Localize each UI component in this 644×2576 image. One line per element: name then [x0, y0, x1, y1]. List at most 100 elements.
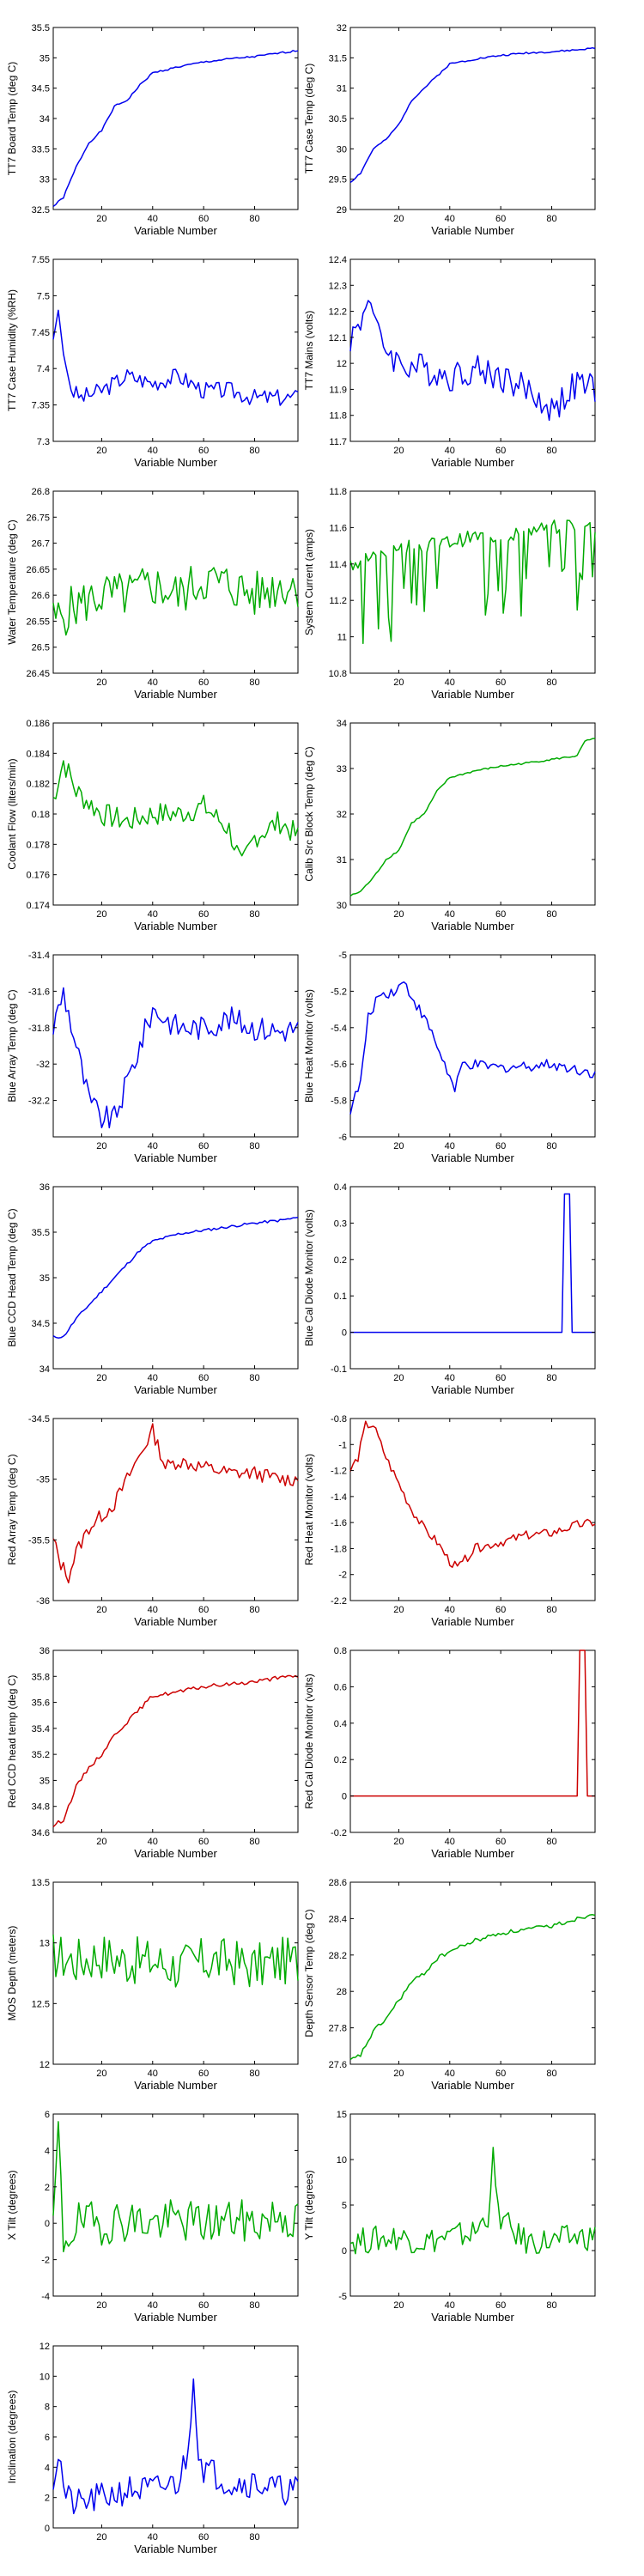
x-tick-label: 60	[198, 677, 209, 688]
y-tick-label: 10.8	[329, 669, 347, 679]
y-axis-label: Depth Sensor Temp (deg C)	[303, 1909, 315, 2037]
y-tick-label: -2	[41, 2256, 50, 2266]
chart-panel: 20 40 60 80 -6 -5.8 -5.6 -5.4 -5.2 -5 Variable Num…	[303, 951, 596, 1164]
x-tick-label: 20	[393, 1141, 404, 1151]
y-axis-label: Blue Cal Diode Monitor (volts)	[303, 1209, 315, 1346]
x-axis-label: Variable Number	[134, 2079, 217, 2092]
y-tick-label: -5	[338, 2292, 347, 2302]
x-tick-label: 20	[96, 2532, 106, 2543]
y-tick-label: 28.2	[329, 1951, 347, 1961]
y-tick-label: -32	[36, 1060, 50, 1070]
y-tick-label: 34	[337, 719, 347, 729]
x-axis-label: Variable Number	[134, 1151, 217, 1164]
y-tick-label: 35.2	[32, 1750, 50, 1760]
x-tick-label: 80	[249, 2069, 259, 2079]
y-tick-label: -5.4	[331, 1024, 347, 1034]
y-tick-label: 26.7	[32, 539, 50, 550]
y-axis-label: Red Heat Monitor (volts)	[303, 1454, 315, 1565]
series-line	[52, 309, 299, 406]
x-tick-label: 40	[148, 214, 158, 224]
x-tick-label: 80	[249, 2300, 259, 2311]
x-tick-label: 20	[96, 1141, 106, 1151]
y-tick-label: 7.45	[32, 328, 50, 338]
plot-frame	[52, 2345, 299, 2529]
series-line	[349, 46, 596, 184]
y-axis-label: MOS Depth (meters)	[6, 1926, 18, 2021]
y-tick-label: 10	[39, 2372, 50, 2382]
y-tick-label: 33	[39, 175, 50, 185]
chart-panel: 20 40 60 80 0 2 4 6 8 10 12 Variable Number Inclinat…	[6, 2342, 299, 2555]
y-tick-label: 10	[337, 2155, 347, 2166]
x-axis-label: Variable Number	[431, 688, 514, 701]
y-tick-label: 32	[337, 23, 347, 33]
y-tick-label: 35.5	[32, 23, 50, 33]
y-tick-label: 34.8	[32, 1802, 50, 1813]
y-tick-label: 28.6	[329, 1878, 347, 1888]
chart-panel: 20 40 60 80 7.3 7.35 7.4 7.45 7.5 7.55 Variable Nu…	[6, 255, 299, 469]
x-tick-label: 20	[393, 1837, 404, 1847]
y-axis-label: Coolant Flow (liters/min)	[6, 758, 18, 869]
x-tick-label: 20	[393, 2069, 404, 2079]
y-tick-label: -34.5	[28, 1414, 50, 1425]
x-axis-label: Variable Number	[431, 1383, 514, 1396]
x-axis-label: Variable Number	[134, 1615, 217, 1628]
y-tick-label: 11.6	[329, 523, 347, 533]
x-tick-label: 60	[495, 909, 506, 920]
y-tick-label: -1.4	[331, 1492, 347, 1503]
y-tick-label: 11.7	[329, 437, 347, 447]
chart-panel: 20 40 60 80 -5 0 5 10 15 Variable Number Y Tilt (d…	[303, 2110, 596, 2324]
x-tick-label: 20	[96, 909, 106, 920]
x-tick-label: 60	[198, 1141, 209, 1151]
y-axis-label: System Current (amps)	[303, 529, 315, 635]
series-line	[52, 1674, 299, 1828]
y-tick-label: 7.4	[37, 364, 50, 374]
x-tick-label: 20	[96, 2069, 106, 2079]
y-tick-label: 0.2	[334, 1255, 347, 1266]
x-tick-label: 40	[148, 677, 158, 688]
y-tick-label: 0	[45, 2219, 50, 2229]
y-tick-label: -5.8	[331, 1097, 347, 1107]
x-axis-label: Variable Number	[431, 1847, 514, 1860]
y-tick-label: 0.8	[334, 1646, 347, 1656]
y-axis-label: Blue Heat Monitor (volts)	[303, 989, 315, 1103]
plot-frame	[52, 258, 299, 442]
y-tick-label: 34	[39, 1364, 50, 1375]
chart-panel: 20 40 60 80 -4 -2 0 2 4 6 Variable Number X Tilt (d…	[6, 2110, 299, 2324]
chart-panel: 20 40 60 80 -0.2 0 0.2 0.4 0.6 0.8 Variable Number…	[303, 1646, 596, 1860]
y-tick-label: 35	[39, 1273, 50, 1284]
y-tick-label: -32.2	[28, 1097, 50, 1107]
x-axis-label: Variable Number	[134, 224, 217, 237]
chart-panel: 20 40 60 80 30 31 32 33 34 Variable Number Calib S…	[303, 719, 596, 933]
y-tick-label: 29	[337, 205, 347, 216]
x-tick-label: 20	[96, 1605, 106, 1615]
series-line	[349, 2147, 596, 2255]
x-tick-label: 40	[148, 1605, 158, 1615]
y-tick-label: 26.75	[26, 513, 50, 523]
x-tick-label: 40	[445, 214, 455, 224]
series-line	[52, 987, 299, 1129]
y-tick-label: 32.5	[32, 205, 50, 216]
x-tick-label: 40	[445, 909, 455, 920]
y-tick-label: 30	[337, 144, 347, 155]
y-tick-label: 7.3	[37, 437, 50, 447]
y-tick-label: 34.6	[32, 1828, 50, 1838]
y-tick-label: 12	[39, 2060, 50, 2070]
y-tick-label: 30.5	[329, 114, 347, 125]
x-axis-label: Variable Number	[431, 2311, 514, 2324]
x-tick-label: 40	[445, 446, 455, 456]
plot-frame	[349, 1649, 596, 1833]
y-tick-label: 35	[39, 53, 50, 64]
y-tick-label: 33	[337, 764, 347, 775]
x-tick-label: 80	[546, 446, 556, 456]
x-tick-label: 60	[495, 2300, 506, 2311]
x-tick-label: 20	[393, 2300, 404, 2311]
x-tick-label: 80	[249, 1141, 259, 1151]
plot-frame	[349, 1881, 596, 2065]
x-axis-label: Variable Number	[431, 224, 514, 237]
series-line	[52, 1217, 299, 1339]
y-tick-label: 4	[45, 2463, 50, 2473]
series-line	[349, 519, 596, 645]
y-tick-label: 32	[337, 810, 347, 820]
x-tick-label: 80	[249, 1605, 259, 1615]
